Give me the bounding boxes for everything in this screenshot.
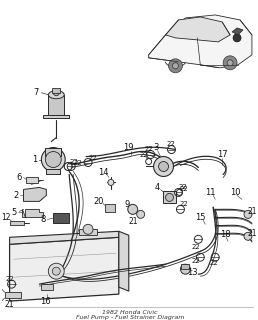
Circle shape [244, 210, 252, 218]
Text: 21: 21 [247, 229, 257, 238]
Text: 22: 22 [210, 260, 219, 266]
Bar [79, 229, 97, 235]
Text: 22: 22 [179, 201, 188, 207]
Text: 22: 22 [192, 258, 201, 264]
Text: 22: 22 [70, 158, 78, 164]
Text: 3: 3 [153, 143, 158, 152]
Text: 16: 16 [40, 297, 51, 306]
Text: 22: 22 [89, 155, 98, 161]
Polygon shape [43, 115, 69, 118]
Polygon shape [232, 28, 243, 35]
Circle shape [108, 180, 114, 186]
Bar [105, 204, 115, 212]
Polygon shape [23, 188, 46, 201]
Circle shape [173, 63, 179, 69]
Text: Fuel Pump - Fuel Strainer Diagram: Fuel Pump - Fuel Strainer Diagram [76, 315, 184, 320]
Text: 10: 10 [230, 188, 240, 197]
Polygon shape [10, 231, 119, 244]
Circle shape [53, 90, 59, 96]
Circle shape [48, 263, 64, 279]
Bar [46, 170, 60, 174]
Circle shape [45, 152, 61, 167]
Text: 22: 22 [5, 276, 14, 282]
Text: 22: 22 [192, 244, 201, 250]
Bar [163, 191, 176, 204]
Text: 22: 22 [139, 152, 148, 157]
Circle shape [233, 34, 241, 42]
Polygon shape [10, 221, 23, 225]
Text: 21: 21 [5, 300, 14, 308]
Text: 22: 22 [144, 146, 153, 152]
Circle shape [83, 224, 93, 234]
Circle shape [159, 162, 168, 172]
Bar [41, 284, 53, 290]
Text: 15: 15 [195, 213, 206, 222]
Polygon shape [10, 237, 119, 301]
Bar [181, 264, 189, 269]
Text: 22: 22 [166, 140, 175, 147]
Polygon shape [149, 15, 252, 68]
Text: 9: 9 [124, 200, 130, 209]
Circle shape [52, 267, 60, 275]
Polygon shape [48, 95, 64, 115]
Text: 1: 1 [32, 155, 37, 164]
Ellipse shape [48, 91, 64, 99]
Circle shape [227, 60, 233, 66]
Bar [27, 178, 38, 183]
Text: 7: 7 [34, 88, 39, 97]
Text: 11: 11 [205, 188, 215, 197]
Text: 8: 8 [41, 215, 46, 224]
Text: 22: 22 [179, 187, 188, 192]
Text: 2: 2 [13, 191, 18, 200]
Circle shape [244, 232, 252, 240]
Bar [52, 88, 60, 93]
Circle shape [137, 210, 145, 218]
Text: 18: 18 [220, 230, 230, 239]
Text: 13: 13 [187, 268, 198, 277]
Text: 5: 5 [11, 208, 16, 217]
Text: 19: 19 [124, 143, 134, 152]
Circle shape [128, 204, 138, 214]
Text: 17: 17 [217, 150, 228, 159]
Text: 22: 22 [178, 184, 187, 190]
Bar [53, 213, 69, 223]
Text: 21: 21 [247, 207, 257, 216]
Polygon shape [119, 231, 129, 291]
Text: 22: 22 [74, 159, 83, 165]
Circle shape [154, 156, 173, 176]
Circle shape [166, 193, 173, 201]
Circle shape [168, 59, 182, 73]
Circle shape [223, 56, 237, 70]
Bar [5, 292, 21, 298]
Circle shape [41, 148, 65, 172]
Text: 6: 6 [17, 173, 22, 182]
Text: 20: 20 [94, 197, 104, 206]
Circle shape [180, 264, 190, 274]
Text: 21: 21 [129, 217, 139, 226]
Polygon shape [166, 17, 230, 42]
Text: 12: 12 [1, 213, 10, 222]
Text: 14: 14 [98, 168, 108, 177]
Bar [45, 148, 61, 156]
Polygon shape [21, 209, 43, 217]
Text: 1982 Honda Civic: 1982 Honda Civic [102, 309, 158, 315]
Text: 4: 4 [155, 183, 160, 192]
